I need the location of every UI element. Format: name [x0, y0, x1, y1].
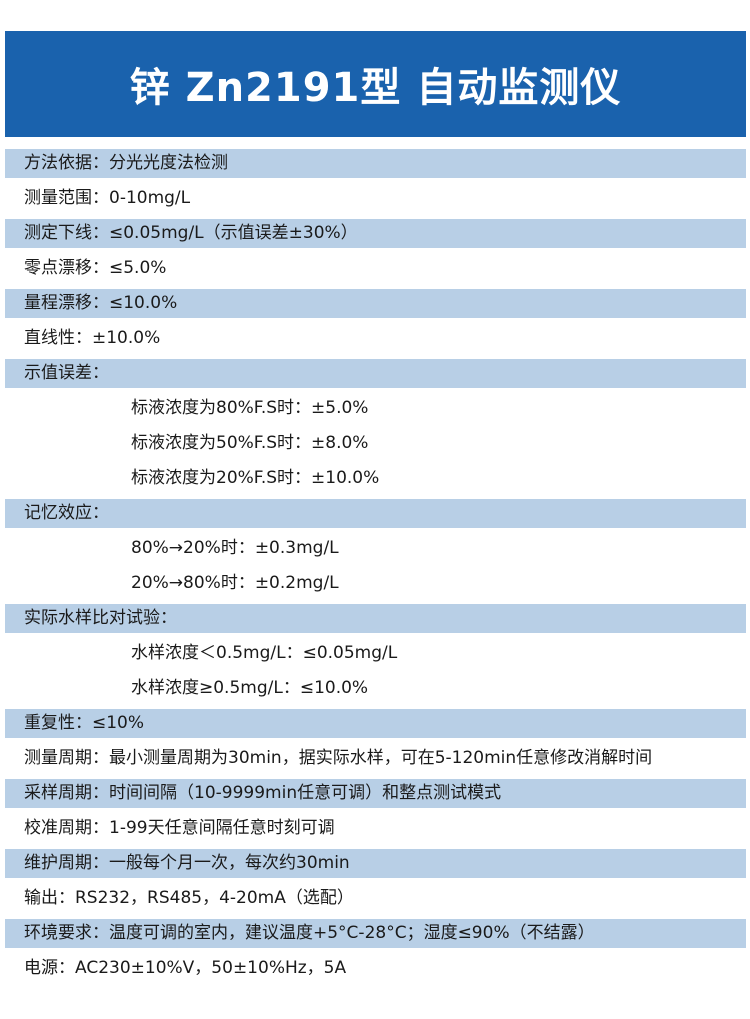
spec-subitem: 水样浓度≥0.5mg/L：≤10.0%: [5, 671, 746, 706]
spec-row: 重复性：≤10%: [5, 706, 746, 741]
spec-row: 测量周期：最小测量周期为30min，据实际水样，可在5-120min任意修改消解…: [5, 741, 746, 776]
spec-row: 电源：AC230±10%V，50±10%Hz，5A: [5, 951, 746, 986]
row-band: [5, 534, 746, 563]
row-band: [5, 499, 746, 528]
spec-text: 输出：RS232，RS485，4-20mA（选配）: [24, 888, 354, 908]
spec-text: 重复性：≤10%: [24, 713, 145, 733]
spec-row: 记忆效应：: [5, 496, 746, 531]
page-title: 锌 Zn2191型 自动监测仪: [129, 65, 622, 111]
spec-text: 示值误差：: [24, 363, 109, 383]
spec-text: 测量周期：最小测量周期为30min，据实际水样，可在5-120min任意修改消解…: [24, 748, 653, 768]
spec-row: 直线性：±10.0%: [5, 321, 746, 356]
spec-row: 维护周期：一般每个月一次，每次约30min: [5, 846, 746, 881]
title-banner: 锌 Zn2191型 自动监测仪: [5, 31, 746, 137]
spec-text: 20%→80%时：±0.2mg/L: [131, 573, 339, 593]
row-band: [5, 394, 746, 423]
spec-subitem: 水样浓度＜0.5mg/L：≤0.05mg/L: [5, 636, 746, 671]
spec-row: 采样周期：时间间隔（10-9999min任意可调）和整点测试模式: [5, 776, 746, 811]
spec-text: 电源：AC230±10%V，50±10%Hz，5A: [24, 958, 347, 978]
spec-text: 测量范围：0-10mg/L: [24, 188, 191, 208]
spec-row: 输出：RS232，RS485，4-20mA（选配）: [5, 881, 746, 916]
spec-text: 量程漂移：≤10.0%: [24, 293, 178, 313]
row-band: [5, 359, 746, 388]
row-band: [5, 149, 746, 178]
spec-row: 校准周期：1-99天任意间隔任意时刻可调: [5, 811, 746, 846]
spec-row: 方法依据：分光光度法检测: [5, 146, 746, 181]
spec-text: 测定下线：≤0.05mg/L（示值误差±30%）: [24, 223, 358, 243]
spec-row: 量程漂移：≤10.0%: [5, 286, 746, 321]
row-band: [5, 849, 746, 878]
spec-text: 标液浓度为50%F.S时：±8.0%: [131, 433, 369, 453]
row-band: [5, 779, 746, 808]
spec-text: 标液浓度为80%F.S时：±5.0%: [131, 398, 369, 418]
row-band: [5, 219, 746, 248]
row-band: [5, 919, 746, 948]
spec-text: 零点漂移：≤5.0%: [24, 258, 167, 278]
spec-row: 测量范围：0-10mg/L: [5, 181, 746, 216]
spec-text: 方法依据：分光光度法检测: [24, 153, 228, 173]
spec-text: 标液浓度为20%F.S时：±10.0%: [131, 468, 380, 488]
row-band: [5, 709, 746, 738]
row-band: [5, 429, 746, 458]
spec-text: 实际水样比对试验：: [24, 608, 177, 628]
spec-text: 环境要求：温度可调的室内，建议温度+5°C-28°C；湿度≤90%（不结露）: [24, 923, 595, 943]
spec-row: 环境要求：温度可调的室内，建议温度+5°C-28°C；湿度≤90%（不结露）: [5, 916, 746, 951]
spec-subitem: 标液浓度为50%F.S时：±8.0%: [5, 426, 746, 461]
row-band: [5, 604, 746, 633]
spec-text: 直线性：±10.0%: [24, 328, 161, 348]
spec-subitem: 20%→80%时：±0.2mg/L: [5, 566, 746, 601]
spec-list: 方法依据：分光光度法检测 测量范围：0-10mg/L 测定下线：≤0.05mg/L（…: [5, 146, 746, 986]
spec-subitem: 标液浓度为80%F.S时：±5.0%: [5, 391, 746, 426]
row-band: [5, 674, 746, 703]
spec-text: 采样周期：时间间隔（10-9999min任意可调）和整点测试模式: [24, 783, 502, 803]
spec-text: 水样浓度≥0.5mg/L：≤10.0%: [131, 678, 369, 698]
spec-subitem: 80%→20%时：±0.3mg/L: [5, 531, 746, 566]
spec-text: 80%→20%时：±0.3mg/L: [131, 538, 339, 558]
spec-text: 校准周期：1-99天任意间隔任意时刻可调: [24, 818, 335, 838]
spec-row: 测定下线：≤0.05mg/L（示值误差±30%）: [5, 216, 746, 251]
spec-text: 维护周期：一般每个月一次，每次约30min: [24, 853, 350, 873]
spec-row: 示值误差：: [5, 356, 746, 391]
spec-text: 水样浓度＜0.5mg/L：≤0.05mg/L: [131, 643, 398, 663]
row-band: [5, 289, 746, 318]
row-band: [5, 569, 746, 598]
spec-text: 记忆效应：: [24, 503, 109, 523]
spec-row: 实际水样比对试验：: [5, 601, 746, 636]
spec-subitem: 标液浓度为20%F.S时：±10.0%: [5, 461, 746, 496]
spec-row: 零点漂移：≤5.0%: [5, 251, 746, 286]
